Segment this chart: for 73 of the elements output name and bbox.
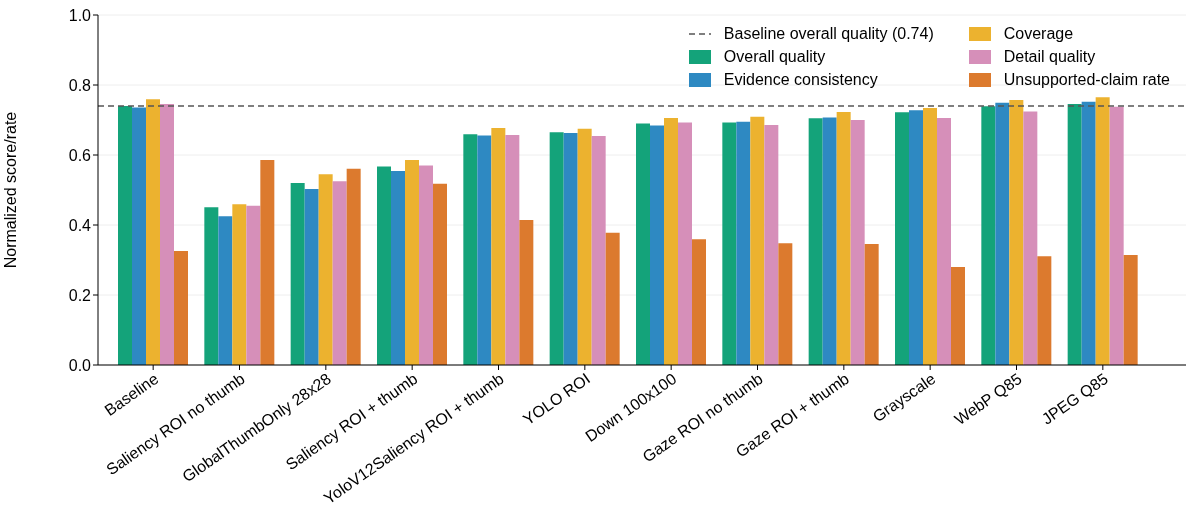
bar	[1009, 100, 1024, 365]
y-tick-label: 0.4	[68, 216, 92, 234]
bar	[519, 220, 534, 365]
bar	[909, 110, 923, 365]
bar	[937, 117, 951, 365]
bar	[391, 171, 405, 365]
bar	[419, 165, 433, 365]
bar	[132, 107, 146, 365]
bar	[1109, 106, 1124, 365]
legend-label: Baseline overall quality (0.74)	[723, 24, 934, 43]
bar	[764, 124, 779, 365]
bar	[951, 267, 965, 365]
bar	[591, 136, 606, 365]
bar	[836, 111, 851, 365]
bar	[246, 205, 261, 365]
bar	[377, 166, 391, 365]
bar	[118, 106, 132, 365]
bar	[204, 207, 219, 365]
bar	[260, 159, 275, 365]
bar	[405, 159, 419, 365]
bar	[995, 102, 1010, 365]
y-tick-label: 1.0	[68, 6, 92, 24]
bar	[750, 116, 765, 365]
y-tick-label: 0.6	[68, 146, 92, 164]
bar	[678, 122, 692, 365]
bar	[1023, 111, 1038, 365]
bar	[692, 239, 706, 365]
bar	[563, 132, 578, 365]
bar	[491, 128, 506, 365]
y-tick-label: 0.2	[68, 286, 92, 304]
bar	[605, 232, 620, 365]
y-axis-title: Normalized score/rate	[1, 111, 19, 269]
bar	[290, 183, 305, 365]
bar	[433, 183, 447, 365]
y-tick-label: 0.8	[68, 76, 92, 94]
bar	[778, 243, 793, 365]
bar	[463, 134, 478, 365]
bar	[1067, 103, 1082, 365]
bar	[636, 123, 650, 365]
bar	[318, 174, 333, 365]
bar	[577, 128, 592, 365]
y-tick-label: 0.0	[68, 356, 92, 374]
bar	[146, 99, 160, 365]
bar	[808, 118, 823, 365]
bar	[722, 122, 737, 365]
bar	[549, 132, 564, 365]
bar	[850, 120, 865, 365]
bar	[304, 188, 319, 365]
bar	[923, 108, 937, 365]
bar	[477, 135, 492, 365]
bar	[218, 216, 233, 365]
bar	[346, 168, 361, 365]
legend-label: Coverage	[1003, 24, 1074, 43]
bar	[822, 117, 837, 365]
bar	[981, 106, 996, 365]
bar	[332, 181, 347, 365]
legend-label: Evidence consistency	[723, 70, 878, 89]
bar	[736, 121, 751, 365]
bar	[1095, 97, 1110, 365]
bar	[160, 103, 174, 365]
bar	[1123, 255, 1138, 365]
bar	[895, 112, 909, 365]
bar	[232, 204, 247, 365]
legend-label: Detail quality	[1003, 47, 1096, 66]
bar	[650, 125, 664, 365]
bar	[1081, 101, 1096, 365]
bar	[1037, 256, 1052, 365]
bar	[505, 135, 520, 365]
bar	[174, 250, 188, 365]
legend-label: Unsupported-claim rate	[1003, 70, 1170, 89]
legend-label: Overall quality	[723, 47, 826, 66]
bar	[864, 243, 879, 365]
bar	[664, 117, 678, 365]
